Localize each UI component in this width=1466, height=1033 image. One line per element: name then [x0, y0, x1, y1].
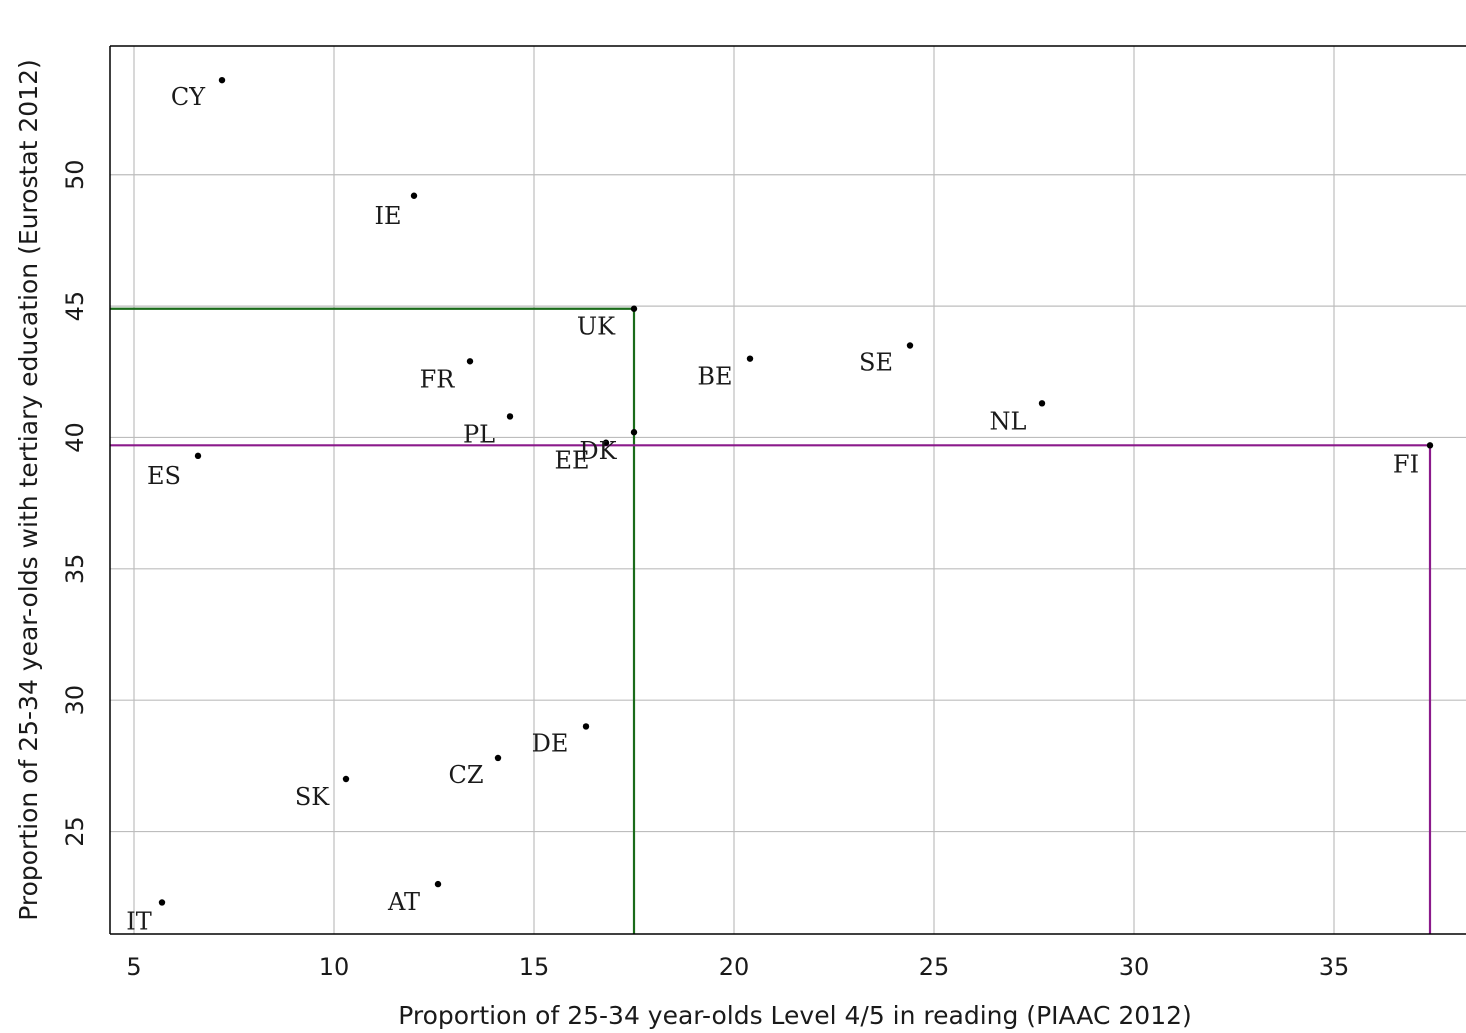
grid [110, 46, 1466, 934]
data-point-se [906, 342, 914, 349]
data-points [158, 76, 1434, 906]
point-label-fr: FR [420, 365, 456, 393]
data-point-uk [630, 305, 638, 312]
x-tick-label: 30 [1119, 953, 1150, 981]
x-tick-label: 35 [1319, 953, 1350, 981]
point-label-sk: SK [295, 783, 330, 811]
point-label-cy: CY [171, 83, 206, 111]
y-axis-title: Proportion of 25-34 year-olds with terti… [14, 59, 43, 921]
data-point-de [582, 723, 590, 730]
point-label-dk: DK [579, 437, 617, 465]
y-tick-labels: 25 30 35 40 45 50 [61, 159, 89, 846]
x-tick-label: 15 [519, 953, 550, 981]
point-label-cz: CZ [448, 761, 483, 789]
reference-lines [110, 307, 1432, 934]
data-point-sk [342, 775, 350, 783]
data-point-ie [410, 192, 418, 199]
data-point-be [746, 355, 754, 362]
data-point-dk [630, 429, 638, 436]
data-point-nl [1038, 400, 1046, 407]
data-point-pl [506, 413, 514, 420]
y-tick-label: 25 [61, 816, 89, 847]
x-tick-label: 25 [919, 953, 950, 981]
data-point-at [434, 880, 442, 888]
x-tick-label: 10 [319, 953, 350, 981]
x-tick-labels: 5 10 15 20 25 30 35 [126, 953, 1349, 981]
point-label-fi: FI [1393, 450, 1419, 478]
data-point-fr [466, 358, 474, 365]
point-label-se: SE [859, 349, 893, 377]
point-label-ie: IE [375, 202, 402, 230]
data-point-es [194, 452, 202, 460]
y-tick-label: 40 [61, 422, 89, 453]
y-tick-label: 50 [61, 159, 89, 190]
data-point-it [158, 899, 166, 906]
x-tick-label: 20 [719, 953, 750, 981]
plot-area [110, 46, 1466, 934]
data-point-fi [1426, 442, 1434, 449]
y-tick-label: 45 [61, 291, 89, 322]
data-point-cz [494, 754, 502, 762]
point-label-es: ES [147, 462, 181, 490]
data-point-cy [218, 76, 226, 84]
point-label-de: DE [532, 729, 569, 757]
point-label-be: BE [697, 363, 732, 391]
y-tick-label: 30 [61, 685, 89, 716]
data-point-ee [602, 439, 610, 446]
point-label-uk: UK [577, 313, 616, 341]
x-axis-title: Proportion of 25-34 year-olds Level 4/5 … [398, 1001, 1192, 1030]
point-label-it: IT [126, 907, 152, 935]
x-tick-label: 5 [126, 953, 141, 981]
point-label-at: AT [387, 888, 420, 916]
y-tick-label: 35 [61, 554, 89, 585]
point-label-nl: NL [990, 407, 1027, 435]
point-label-ee: EE [554, 447, 589, 475]
point-label-pl: PL [463, 420, 495, 448]
